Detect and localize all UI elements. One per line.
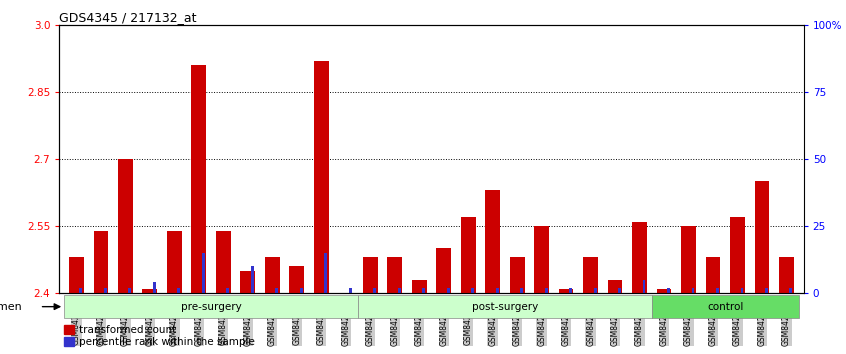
Bar bbox=[314, 61, 328, 293]
Bar bbox=[142, 289, 157, 293]
Bar bbox=[618, 288, 621, 293]
Bar bbox=[656, 289, 672, 293]
Text: specimen: specimen bbox=[0, 302, 23, 312]
Bar bbox=[118, 159, 133, 293]
Text: percentile rank within the sample: percentile rank within the sample bbox=[79, 337, 255, 347]
Bar bbox=[64, 295, 358, 318]
Bar bbox=[765, 288, 768, 293]
Bar bbox=[583, 257, 598, 293]
Bar bbox=[520, 288, 523, 293]
Bar bbox=[250, 266, 254, 293]
Bar bbox=[64, 325, 74, 335]
Bar bbox=[437, 249, 451, 293]
Bar bbox=[667, 288, 670, 293]
Bar bbox=[363, 257, 377, 293]
Bar bbox=[153, 282, 156, 293]
Bar bbox=[349, 288, 352, 293]
Bar bbox=[129, 288, 131, 293]
Bar bbox=[471, 288, 474, 293]
Bar bbox=[398, 288, 401, 293]
Bar bbox=[299, 288, 303, 293]
Bar bbox=[510, 257, 525, 293]
Bar bbox=[691, 288, 695, 293]
Bar bbox=[289, 266, 304, 293]
Bar bbox=[706, 257, 721, 293]
Bar bbox=[387, 257, 402, 293]
Bar bbox=[64, 337, 74, 346]
Bar bbox=[412, 280, 426, 293]
Bar bbox=[226, 288, 229, 293]
Bar bbox=[191, 65, 206, 293]
Bar bbox=[240, 271, 255, 293]
Bar bbox=[265, 257, 280, 293]
Bar bbox=[643, 280, 645, 293]
Bar bbox=[716, 288, 719, 293]
Bar bbox=[69, 257, 84, 293]
Bar bbox=[652, 295, 799, 318]
Bar bbox=[104, 288, 107, 293]
Bar bbox=[594, 288, 596, 293]
Bar bbox=[167, 230, 182, 293]
Bar bbox=[461, 217, 475, 293]
Bar bbox=[607, 280, 623, 293]
Bar bbox=[632, 222, 647, 293]
Text: GDS4345 / 217132_at: GDS4345 / 217132_at bbox=[59, 11, 197, 24]
Bar bbox=[80, 288, 82, 293]
Bar bbox=[486, 190, 500, 293]
Text: pre-surgery: pre-surgery bbox=[181, 302, 241, 312]
Bar bbox=[755, 181, 769, 293]
Text: control: control bbox=[707, 302, 744, 312]
Bar bbox=[201, 253, 205, 293]
Text: post-surgery: post-surgery bbox=[472, 302, 538, 312]
Bar bbox=[779, 257, 794, 293]
Bar bbox=[681, 226, 696, 293]
Bar bbox=[569, 288, 572, 293]
Bar bbox=[216, 230, 231, 293]
Bar bbox=[358, 295, 652, 318]
Bar bbox=[535, 226, 549, 293]
Bar bbox=[275, 288, 278, 293]
Bar bbox=[373, 288, 376, 293]
Bar bbox=[545, 288, 547, 293]
Bar bbox=[740, 288, 744, 293]
Bar bbox=[178, 288, 180, 293]
Bar bbox=[559, 289, 574, 293]
Bar bbox=[730, 217, 745, 293]
Bar bbox=[496, 288, 498, 293]
Text: transformed count: transformed count bbox=[79, 325, 176, 335]
Bar bbox=[789, 288, 793, 293]
Bar bbox=[447, 288, 449, 293]
Bar bbox=[324, 253, 327, 293]
Bar bbox=[94, 230, 108, 293]
Bar bbox=[422, 288, 425, 293]
